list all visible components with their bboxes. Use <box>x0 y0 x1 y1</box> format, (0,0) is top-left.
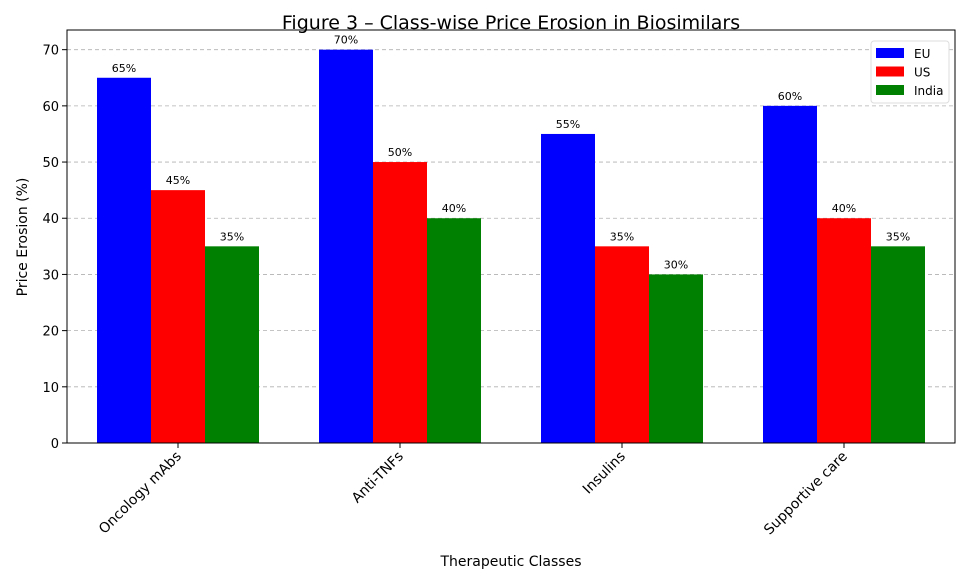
data-label: 65% <box>112 62 136 75</box>
bar-eu <box>97 77 151 443</box>
y-tick-label: 70 <box>42 44 59 59</box>
legend-swatch-india <box>876 85 904 95</box>
y-tick-label: 10 <box>42 381 59 396</box>
data-label: 70% <box>334 34 358 47</box>
y-tick-label: 60 <box>42 100 59 115</box>
data-label: 40% <box>832 202 856 215</box>
y-tick-label: 40 <box>42 212 59 227</box>
x-tick-label: Anti-TNFs <box>349 449 407 507</box>
bar-india <box>205 246 259 443</box>
bar-eu <box>319 49 373 444</box>
data-label: 35% <box>220 230 244 243</box>
data-label: 60% <box>778 90 802 103</box>
data-label: 55% <box>556 118 580 131</box>
x-axis-label: Therapeutic Classes <box>439 554 581 570</box>
legend-label: EU <box>914 47 930 61</box>
data-label: 35% <box>886 230 910 243</box>
y-tick-label: 0 <box>51 437 59 452</box>
y-axis-label: Price Erosion (%) <box>15 178 31 297</box>
y-tick-label: 30 <box>42 268 59 283</box>
legend-label: US <box>914 66 930 80</box>
bar-eu <box>763 105 817 443</box>
y-tick-label: 20 <box>42 325 59 340</box>
legend-swatch-us <box>876 66 904 77</box>
data-label: 45% <box>166 174 190 187</box>
bar-india <box>427 218 481 443</box>
data-label: 50% <box>388 146 412 159</box>
data-label: 30% <box>664 258 688 271</box>
x-tick-label: Oncology mAbs <box>96 449 185 538</box>
data-label: 40% <box>442 202 466 215</box>
bar-india <box>649 274 703 443</box>
legend-swatch-eu <box>876 48 904 58</box>
x-tick-label: Insulins <box>580 449 629 498</box>
plot-frame <box>66 29 956 444</box>
chart-title: Figure 3 – Class-wise Price Erosion in B… <box>282 12 740 34</box>
bar-us <box>595 246 649 443</box>
bar-us <box>373 162 427 444</box>
legend-label: India <box>914 84 943 98</box>
bar-eu <box>541 133 595 443</box>
bar-us <box>817 218 871 443</box>
x-tick-label: Supportive care <box>761 449 851 539</box>
bar-india <box>871 246 925 443</box>
y-tick-label: 50 <box>42 156 59 171</box>
data-label: 35% <box>610 230 634 243</box>
bar-us <box>151 190 205 443</box>
